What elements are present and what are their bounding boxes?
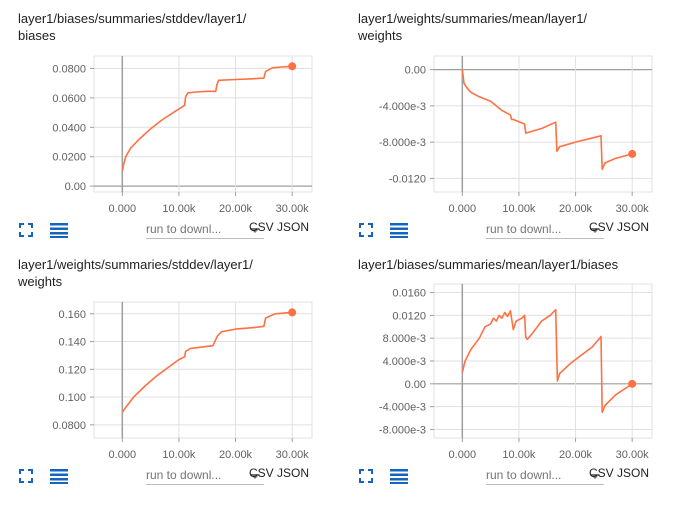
chart-plot[interactable]: 0.00 -4.000e-3 -8.000e-3 -0.0120 0.000 10.00k… <box>358 52 658 220</box>
chart-plot[interactable]: 0.0800 0.100 0.120 0.140 0.160 0.000 10.00k 20.… <box>18 298 318 466</box>
triangle-down-icon <box>250 474 260 479</box>
x-tick-label: 20.00k <box>219 449 253 461</box>
y-tick-label: 0.160 <box>58 309 86 321</box>
plot-frame <box>93 301 313 439</box>
series-end-point <box>628 149 637 158</box>
chart-card: layer1/biases/summaries/stddev/layer1/ b… <box>18 10 318 246</box>
json-download-button[interactable]: JSON <box>617 220 650 234</box>
series-end-point <box>288 308 297 317</box>
x-tick-label: 0.000 <box>109 203 137 215</box>
y-tick-label: -0.0120 <box>389 173 426 185</box>
x-tick-label: 30.00k <box>616 449 650 461</box>
series-end-point <box>288 62 297 71</box>
list-icon[interactable] <box>50 468 68 484</box>
list-icon[interactable] <box>390 468 408 484</box>
line-chart: 0.0800 0.100 0.120 0.140 0.160 0.000 10.00k 20.… <box>52 301 313 461</box>
x-tick-label: 20.00k <box>559 449 593 461</box>
y-tick-label: 0.120 <box>58 364 86 376</box>
y-tick-label: -8.000e-3 <box>379 424 426 436</box>
y-tick-label: 0.140 <box>58 337 86 349</box>
y-tick-label: 0.0400 <box>52 122 86 134</box>
y-tick-label: 0.0120 <box>392 310 426 322</box>
x-tick-label: 10.00k <box>162 203 196 215</box>
download-run-select[interactable]: run to downl... <box>486 222 604 239</box>
y-tick-label: -8.000e-3 <box>379 137 426 149</box>
x-tick-label: 20.00k <box>559 203 593 215</box>
download-run-select[interactable]: run to downl... <box>486 468 604 485</box>
chart-toolbar: run to downl... CSV JSON <box>358 218 658 242</box>
triangle-down-icon <box>590 228 600 233</box>
x-tick-label: 0.000 <box>449 203 477 215</box>
y-tick-label: 4.000e-3 <box>383 356 426 368</box>
x-tick-label: 30.00k <box>616 203 650 215</box>
x-tick-label: 20.00k <box>219 203 253 215</box>
csv-download-button[interactable]: CSV <box>589 466 614 480</box>
plot-frame <box>433 55 653 193</box>
chart-card: layer1/weights/summaries/stddev/layer1/ … <box>18 256 318 492</box>
json-download-button[interactable]: JSON <box>277 220 310 234</box>
y-tick-label: 0.0600 <box>52 93 86 105</box>
chart-toolbar: run to downl... CSV JSON <box>358 464 658 488</box>
chart-title: layer1/biases/summaries/mean/layer1/bias… <box>358 257 619 272</box>
x-tick-label: 30.00k <box>276 449 310 461</box>
fullscreen-icon[interactable] <box>358 468 374 484</box>
y-tick-label: 0.0800 <box>52 420 86 432</box>
series-line <box>461 69 633 171</box>
chart-plot[interactable]: 0.0160 0.0120 8.000e-3 4.000e-3 0.00 -4.000e-… <box>358 280 658 466</box>
chart-plot[interactable]: 0.00 0.0200 0.0400 0.0600 0.0800 0.000 10.00k 2… <box>18 52 318 220</box>
chart-card: layer1/weights/summaries/mean/layer1/ we… <box>358 10 658 246</box>
list-icon[interactable] <box>390 222 408 238</box>
list-icon[interactable] <box>50 222 68 238</box>
y-tick-label: 0.0160 <box>392 288 426 300</box>
plot-frame <box>93 55 313 193</box>
json-download-button[interactable]: JSON <box>617 466 650 480</box>
chart-toolbar: run to downl... CSV JSON <box>18 464 318 488</box>
x-tick-label: 10.00k <box>162 449 196 461</box>
csv-download-button[interactable]: CSV <box>249 220 274 234</box>
chart-card: layer1/biases/summaries/mean/layer1/bias… <box>358 256 658 492</box>
fullscreen-icon[interactable] <box>18 468 34 484</box>
x-tick-label: 30.00k <box>276 203 310 215</box>
chart-title: layer1/weights/summaries/stddev/layer1/ … <box>18 257 253 289</box>
x-tick-label: 0.000 <box>449 449 477 461</box>
json-download-button[interactable]: JSON <box>277 466 310 480</box>
download-run-select[interactable]: run to downl... <box>146 222 264 239</box>
y-tick-label: 0.00 <box>405 65 426 77</box>
csv-download-button[interactable]: CSV <box>249 466 274 480</box>
csv-download-button[interactable]: CSV <box>589 220 614 234</box>
y-tick-label: 0.0800 <box>52 63 86 75</box>
series-line <box>461 308 633 414</box>
series-line <box>121 311 293 413</box>
series-line <box>121 65 293 171</box>
line-chart: 0.0160 0.0120 8.000e-3 4.000e-3 0.00 -4.000e-… <box>379 283 653 461</box>
y-tick-label: 8.000e-3 <box>383 333 426 345</box>
x-tick-label: 10.00k <box>502 203 536 215</box>
y-tick-label: 0.0200 <box>52 152 86 164</box>
y-tick-label: -4.000e-3 <box>379 101 426 113</box>
y-tick-label: 0.00 <box>65 181 86 193</box>
fullscreen-icon[interactable] <box>358 222 374 238</box>
series-end-point <box>628 379 637 388</box>
chart-title: layer1/biases/summaries/stddev/layer1/ b… <box>18 11 247 43</box>
triangle-down-icon <box>250 228 260 233</box>
chart-title: layer1/weights/summaries/mean/layer1/ we… <box>358 11 588 43</box>
chart-toolbar: run to downl... CSV JSON <box>18 218 318 242</box>
x-tick-label: 10.00k <box>502 449 536 461</box>
fullscreen-icon[interactable] <box>18 222 34 238</box>
line-chart: 0.00 0.0200 0.0400 0.0600 0.0800 0.000 10.00k 2… <box>52 55 313 215</box>
line-chart: 0.00 -4.000e-3 -8.000e-3 -0.0120 0.000 10.00k… <box>379 55 653 215</box>
y-tick-label: -4.000e-3 <box>379 402 426 414</box>
y-tick-label: 0.00 <box>405 379 426 391</box>
x-tick-label: 0.000 <box>109 449 137 461</box>
triangle-down-icon <box>590 474 600 479</box>
download-run-select[interactable]: run to downl... <box>146 468 264 485</box>
y-tick-label: 0.100 <box>58 392 86 404</box>
